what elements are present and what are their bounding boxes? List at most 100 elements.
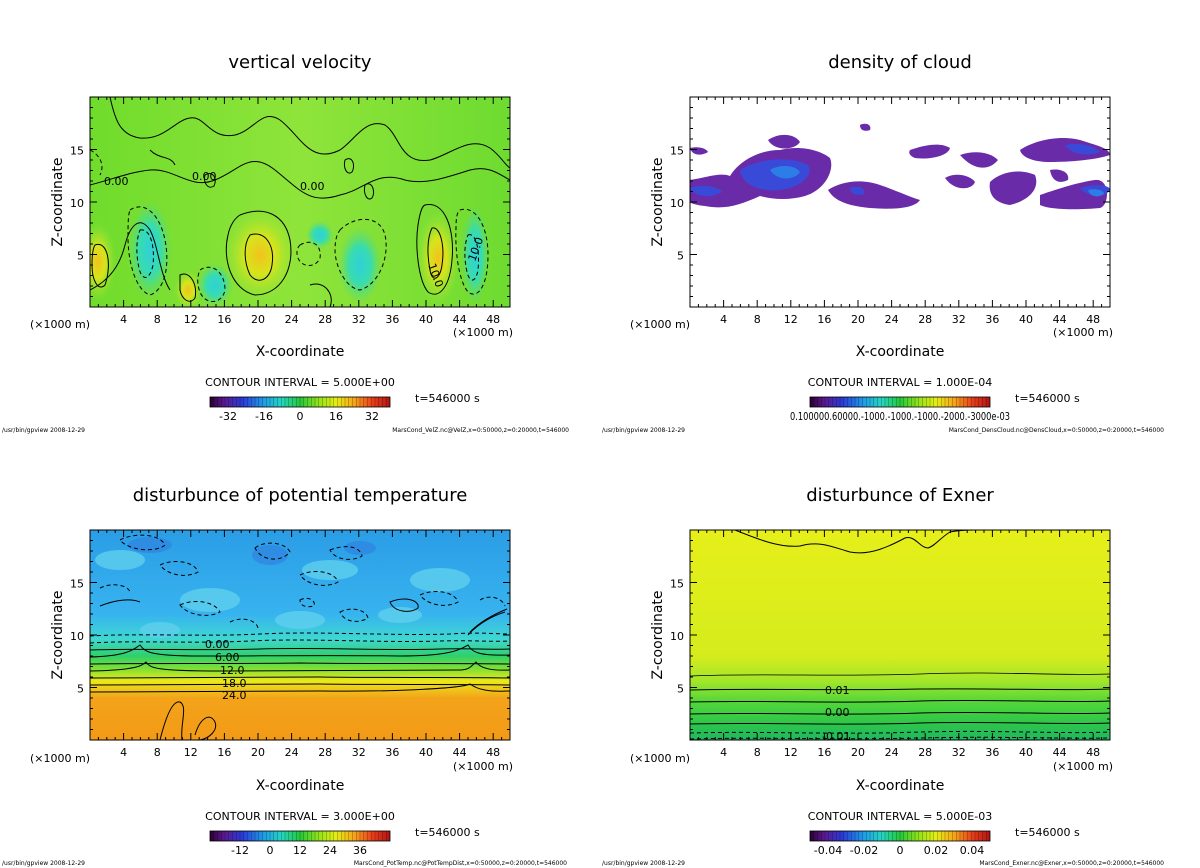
y-tick-label: 5 — [77, 683, 84, 696]
colorbar-tick-label: 36 — [353, 844, 367, 857]
x-tick-label: 28 — [918, 746, 932, 759]
colorbar-tick-label: 0.02 — [924, 844, 949, 857]
x-tick-label: 12 — [184, 746, 198, 759]
time-label: t=546000 s — [415, 392, 480, 405]
x-tick-label: 16 — [817, 313, 831, 326]
y-tick-label: 10 — [670, 197, 684, 210]
x-tick-label: 24 — [885, 746, 899, 759]
panel-density-of-cloud: density of cloud — [602, 52, 1164, 434]
x-tick-label: 44 — [1053, 746, 1067, 759]
x-tick-label: 32 — [952, 746, 966, 759]
colorbar-tick-label: 0.04 — [960, 844, 985, 857]
colorbar-tick-label: 16 — [329, 410, 343, 423]
x-tick-label: 20 — [251, 746, 265, 759]
time-label: t=546000 s — [1015, 392, 1080, 405]
x-tick-label: 16 — [817, 746, 831, 759]
x-tick-label: 8 — [754, 313, 761, 326]
x-tick-label: 44 — [453, 746, 467, 759]
panel-potential-temperature: disturbunce of potential temperature — [2, 485, 567, 867]
footer-left: /usr/bin/gpview 2008-12-29 — [602, 860, 685, 867]
footer-left: /usr/bin/gpview 2008-12-29 — [2, 860, 85, 867]
y-axis-label: Z-coordinate — [650, 590, 666, 679]
colorbar-ticks: -0.04 -0.02 0 0.02 0.04 — [814, 844, 984, 857]
y-tick-label: 15 — [70, 578, 84, 591]
heatmap-field: 0.00 0.00 0.00 10.0 10.0 — [90, 97, 510, 307]
contour-label: 0.00 — [300, 180, 325, 193]
x-tick-label: 24 — [285, 746, 299, 759]
panel-title: vertical velocity — [228, 52, 372, 73]
x-tick-label: 12 — [784, 313, 798, 326]
x-unit-right: (×1000 m) — [1053, 760, 1113, 773]
colorbar-tick-label: -32 — [219, 410, 237, 423]
x-axis-label: X-coordinate — [856, 344, 945, 360]
x-tick-label: 36 — [385, 313, 399, 326]
x-unit-right: (×1000 m) — [453, 326, 513, 339]
x-unit-right: (×1000 m) — [453, 760, 513, 773]
y-tick-label: 10 — [670, 630, 684, 643]
contour-label: 0.00 — [192, 170, 217, 183]
x-tick-label: 36 — [985, 746, 999, 759]
contour-interval: CONTOUR INTERVAL = 1.000E-04 — [808, 376, 992, 389]
footer-left: /usr/bin/gpview 2008-12-29 — [602, 427, 685, 434]
x-tick-label: 24 — [885, 313, 899, 326]
colorbar-tick-label: 0 — [267, 844, 274, 857]
x-tick-label: 32 — [352, 746, 366, 759]
x-tick-label: 4 — [120, 746, 127, 759]
x-axis-label: X-coordinate — [256, 778, 345, 794]
x-tick-label: 32 — [352, 313, 366, 326]
contour-label: -0.01 — [822, 730, 850, 743]
x-tick-label: 8 — [754, 746, 761, 759]
x-tick-label: 44 — [1053, 313, 1067, 326]
contour-label: 0.00 — [104, 175, 129, 188]
x-tick-label: 36 — [985, 313, 999, 326]
footer-right: MarsCond_Exner.nc@Exner,x=0:50000,z=0:20… — [979, 860, 1164, 867]
colorbar-tick-label: -12 — [231, 844, 249, 857]
x-unit-left: (×1000 m) — [630, 318, 690, 331]
x-tick-label: 20 — [851, 746, 865, 759]
x-tick-label: 36 — [385, 746, 399, 759]
x-axis-label: X-coordinate — [856, 778, 945, 794]
y-tick-label: 10 — [70, 197, 84, 210]
footer-left: /usr/bin/gpview 2008-12-29 — [2, 427, 85, 434]
x-tick-label: 28 — [318, 746, 332, 759]
colorbar-tick-label: 0 — [897, 844, 904, 857]
x-tick-label: 48 — [486, 313, 500, 326]
contour-label: 24.0 — [222, 689, 247, 702]
contour-label: 18.0 — [222, 677, 247, 690]
footer-right: MarsCond_DensCloud.nc@DensCloud,x=0:5000… — [949, 427, 1164, 434]
heatmap-field — [690, 97, 1110, 307]
y-tick-label: 5 — [677, 683, 684, 696]
x-tick-label: 40 — [419, 746, 433, 759]
time-label: t=546000 s — [415, 826, 480, 839]
panel-title: disturbunce of potential temperature — [133, 485, 468, 506]
y-tick-label: 5 — [77, 250, 84, 263]
colorbar-tick-label: -0.02 — [850, 844, 878, 857]
x-unit-left: (×1000 m) — [630, 752, 690, 765]
x-tick-label: 28 — [918, 313, 932, 326]
colorbar-tick-label: -0.04 — [814, 844, 842, 857]
x-tick-label: 4 — [720, 313, 727, 326]
colorbar-tick-label: 0.100000.60000.-1000.-1000.-1000.-2000.-… — [790, 410, 1010, 423]
x-tick-label: 40 — [1019, 313, 1033, 326]
x-tick-label: 8 — [154, 313, 161, 326]
x-tick-label: 28 — [318, 313, 332, 326]
x-tick-label: 48 — [486, 746, 500, 759]
contour-label: 0.00 — [825, 706, 850, 719]
contour-label: 0.00 — [205, 638, 230, 651]
y-tick-label: 15 — [70, 145, 84, 158]
panel-vertical-velocity: vertical velocity — [2, 52, 569, 434]
x-tick-label: 12 — [184, 313, 198, 326]
x-tick-label: 40 — [419, 313, 433, 326]
x-tick-label: 8 — [154, 746, 161, 759]
contour-label: 6.00 — [215, 651, 240, 664]
contour-label: 12.0 — [220, 664, 245, 677]
x-tick-label: 16 — [217, 746, 231, 759]
y-tick-label: 15 — [670, 145, 684, 158]
colorbar-tick-label: 24 — [323, 844, 337, 857]
x-tick-label: 4 — [720, 746, 727, 759]
